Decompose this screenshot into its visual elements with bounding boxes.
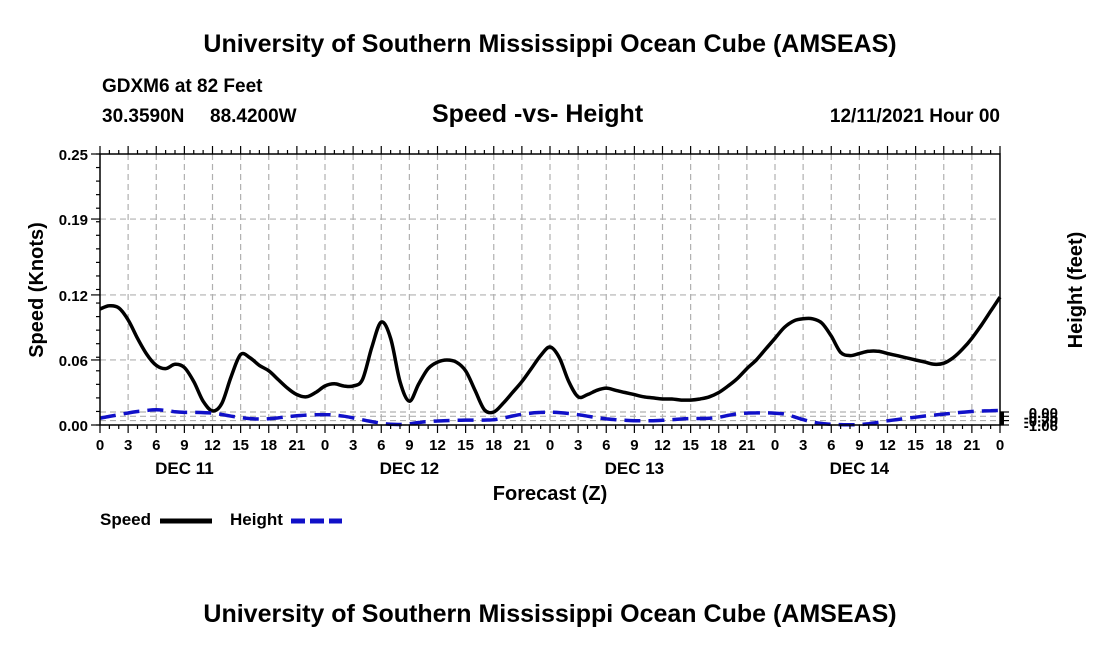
chart-main-title: University of Southern Mississippi Ocean… — [203, 30, 897, 58]
x-tick-label: 6 — [827, 437, 835, 454]
labels-layer: 0 3 6 9 12 15 18 21 0 3 6 9 12 15 18 21 0 3 6 9 12 15 18 21 0 3 6 9… — [26, 147, 1087, 529]
x-day-label: DEC 11 — [155, 459, 214, 478]
x-tick-label: 6 — [377, 437, 385, 454]
x-tick-label: 3 — [349, 437, 357, 454]
series-line-speed — [99, 296, 1002, 415]
y-right-axis-title: Height (feet) — [1065, 232, 1087, 349]
x-tick-label: 12 — [879, 437, 896, 454]
x-tick-label: 18 — [485, 437, 502, 454]
x-tick-label: 15 — [232, 437, 249, 454]
grid-layer — [100, 154, 1000, 426]
longitude-label: 88.4200W — [210, 106, 297, 127]
chart-subtitle: Speed -vs- Height — [432, 100, 644, 128]
x-tick-label: 6 — [602, 437, 610, 454]
y-right-tick-label: 0.00 — [1029, 405, 1058, 422]
x-tick-label: 3 — [574, 437, 582, 454]
y-left-tick-label: 0.00 — [59, 418, 88, 435]
x-tick-label: 15 — [682, 437, 699, 454]
x-tick-label: 21 — [289, 437, 306, 454]
latitude-label: 30.3590N — [102, 106, 185, 127]
footer-title: University of Southern Mississippi Ocean… — [203, 600, 897, 628]
legend-label-height: Height — [230, 510, 283, 529]
x-tick-label: 21 — [964, 437, 981, 454]
x-tick-label: 15 — [457, 437, 474, 454]
x-day-label: DEC 14 — [830, 459, 890, 478]
y-right-tick-label: -0.35 — [1024, 409, 1058, 426]
y-right-tick-label: -1.06 — [1024, 418, 1058, 435]
axes-layer — [91, 146, 1009, 433]
y-left-tick-label: 0.12 — [59, 288, 88, 305]
x-day-label: DEC 12 — [380, 459, 440, 478]
x-tick-label: 21 — [739, 437, 756, 454]
x-tick-label: 9 — [855, 437, 863, 454]
legend-label-speed: Speed — [100, 510, 151, 529]
forecast-date-label: 12/11/2021 Hour 00 — [829, 106, 1000, 127]
x-tick-label: 12 — [654, 437, 671, 454]
x-tick-label: 0 — [321, 437, 329, 454]
x-tick-label: 15 — [907, 437, 924, 454]
x-tick-label: 18 — [710, 437, 727, 454]
y-left-axis-title: Speed (Knots) — [26, 222, 48, 358]
x-tick-label: 12 — [204, 437, 221, 454]
y-left-tick-label: 0.25 — [59, 147, 88, 164]
x-tick-label: 0 — [771, 437, 779, 454]
x-tick-label: 9 — [405, 437, 413, 454]
x-tick-label: 12 — [429, 437, 446, 454]
y-left-tick-label: 0.19 — [59, 212, 88, 229]
station-label: GDXM6 at 82 Feet — [102, 76, 263, 97]
x-tick-label: 9 — [630, 437, 638, 454]
x-day-label: DEC 13 — [605, 459, 665, 478]
x-tick-label: 3 — [124, 437, 132, 454]
y-left-tick-label: 0.06 — [59, 353, 88, 370]
x-tick-label: 9 — [180, 437, 188, 454]
x-tick-label: 18 — [935, 437, 952, 454]
x-tick-label: 0 — [96, 437, 104, 454]
x-tick-label: 6 — [152, 437, 160, 454]
x-tick-label: 21 — [514, 437, 531, 454]
y-right-tick-label: -0.70 — [1024, 414, 1058, 431]
x-tick-label: 18 — [260, 437, 277, 454]
x-tick-label: 0 — [546, 437, 554, 454]
x-tick-label: 0 — [996, 437, 1004, 454]
x-axis-title: Forecast (Z) — [493, 483, 607, 505]
x-tick-label: 3 — [799, 437, 807, 454]
